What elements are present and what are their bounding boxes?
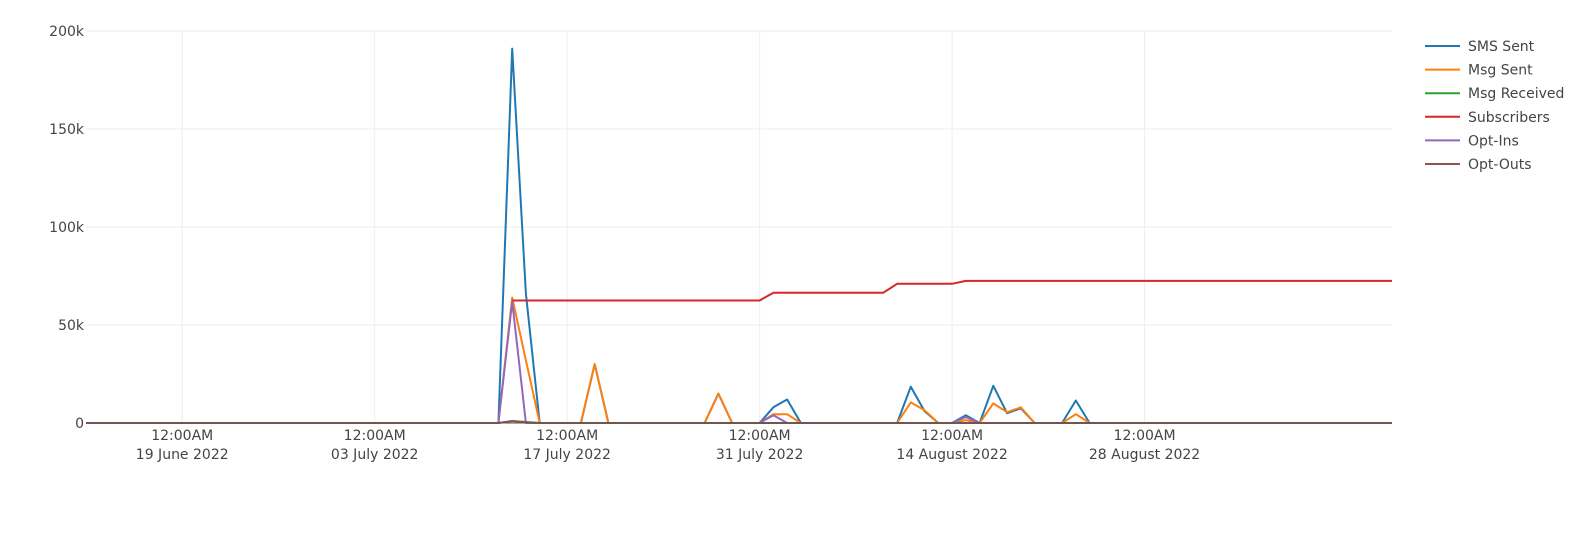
legend-item[interactable]: Opt-Ins [1425,133,1519,149]
x-tick-time: 12:00AM [729,428,791,444]
series-line-sms-sent [86,47,1392,424]
y-tick-label: 100k [49,220,85,236]
series-line-opt-ins [86,300,1392,424]
legend-item[interactable]: SMS Sent [1425,39,1535,55]
x-tick-time: 12:00AM [921,428,983,444]
legend-label: Msg Received [1468,86,1564,102]
x-tick-date: 14 August 2022 [896,447,1007,463]
x-tick-time: 12:00AM [536,428,598,444]
legend-item[interactable]: Subscribers [1425,110,1550,126]
series-line-msg-sent [86,296,1392,424]
legend-label: Subscribers [1468,110,1550,126]
legend-label: Opt-Outs [1468,157,1532,173]
x-tick-time: 12:00AM [151,428,213,444]
axis-layer: 0 50k 100k 150k 200k 12:00AM 19 June 2022 12:00… [49,24,1392,463]
x-tick-date: 28 August 2022 [1089,447,1200,463]
legend-label: SMS Sent [1468,39,1535,55]
x-tick-date: 03 July 2022 [331,447,419,463]
grid-layer [86,30,1392,423]
x-tick-time: 12:00AM [344,428,406,444]
legend-item[interactable]: Msg Received [1425,86,1564,102]
legend-item[interactable]: Msg Sent [1425,63,1533,79]
y-tick-label: 50k [58,318,85,334]
legend[interactable]: SMS Sent Msg Sent Msg Received Subscribers O… [1425,39,1564,173]
legend-label: Msg Sent [1468,63,1533,79]
y-tick-label: 0 [75,416,84,432]
y-tick-label: 200k [49,24,85,40]
legend-label: Opt-Ins [1468,133,1519,149]
legend-item[interactable]: Opt-Outs [1425,157,1532,173]
x-tick-date: 31 July 2022 [716,447,804,463]
x-tick-date: 17 July 2022 [523,447,611,463]
series-line-subscribers [512,279,1392,302]
x-tick-date: 19 June 2022 [136,447,229,463]
y-tick-label: 150k [49,122,85,138]
x-tick-time: 12:00AM [1114,428,1176,444]
series-layer [86,47,1392,424]
